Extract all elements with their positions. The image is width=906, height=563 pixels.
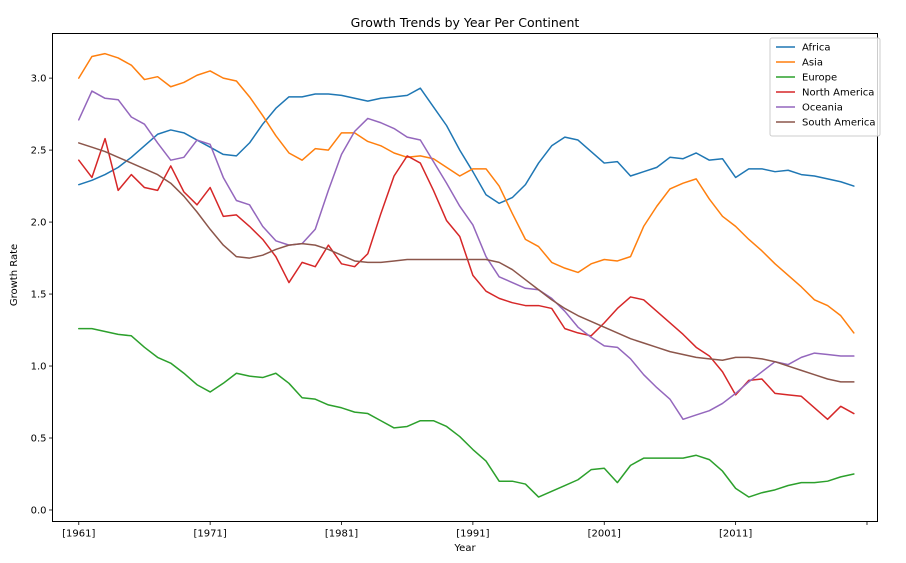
axis-ticks: 0.0 0.5 1.0 1.5 2.0 2.5 3.0 [1961] [1971] [1981] [… — [31, 74, 868, 540]
legend-entry-label: Europe — [802, 73, 837, 84]
y-tick-label: 0.0 — [31, 505, 47, 516]
x-tick-label: [1981] — [325, 529, 358, 540]
y-tick-label: 1.5 — [31, 290, 47, 301]
legend-entry-label: South America — [802, 118, 876, 129]
series-line-europe — [78, 327, 855, 498]
y-tick-label: 2.0 — [31, 218, 47, 229]
y-tick-label: 1.0 — [31, 362, 47, 373]
legend-box — [769, 37, 881, 137]
legend-entry-label: Oceania — [802, 103, 843, 114]
plot-area-frame — [52, 33, 878, 522]
series-line-north-america — [78, 137, 855, 421]
x-tick-label: [2001] — [588, 529, 621, 540]
legend-entry-label: Asia — [802, 58, 823, 69]
x-tick-label: [2011] — [719, 529, 752, 540]
y-axis-label: Growth Rate — [9, 244, 20, 306]
x-tick-label: [1991] — [456, 529, 489, 540]
series-line-asia — [78, 52, 855, 334]
x-axis-label: Year — [453, 543, 476, 554]
y-tick-label: 0.5 — [31, 434, 47, 445]
x-tick-label: [1971] — [194, 529, 227, 540]
y-tick-label: 3.0 — [31, 74, 47, 85]
x-tick-label: [1961] — [62, 529, 95, 540]
series-line-africa — [78, 87, 855, 205]
legend: Africa Asia Europe North America Oceania Sout… — [769, 37, 881, 137]
legend-entry-label: Africa — [802, 43, 831, 54]
series-lines — [78, 52, 855, 498]
y-tick-label: 2.5 — [31, 146, 47, 157]
legend-entry-label: North America — [802, 88, 874, 99]
series-line-south-america — [78, 142, 855, 383]
chart-title: Growth Trends by Year Per Continent — [351, 15, 580, 30]
series-line-oceania — [78, 90, 855, 421]
